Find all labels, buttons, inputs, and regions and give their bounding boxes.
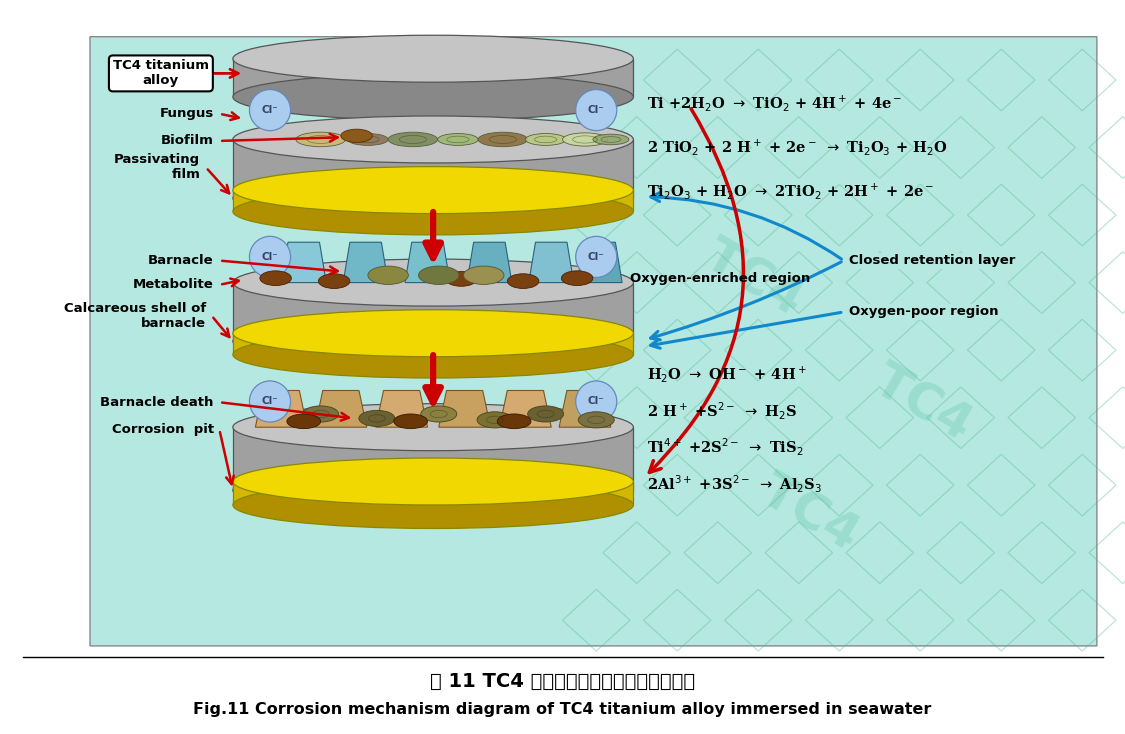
Ellipse shape xyxy=(233,482,633,528)
Ellipse shape xyxy=(233,167,633,214)
FancyArrowPatch shape xyxy=(649,109,744,473)
Polygon shape xyxy=(467,242,512,283)
Text: 2Al$^{3+}$ +3S$^{2-}$ $\rightarrow$ Al$_2$S$_3$: 2Al$^{3+}$ +3S$^{2-}$ $\rightarrow$ Al$_… xyxy=(647,473,822,495)
Text: Barnacle: Barnacle xyxy=(148,254,214,267)
Polygon shape xyxy=(233,59,633,97)
Text: TC4 titanium
alloy: TC4 titanium alloy xyxy=(112,59,209,87)
Ellipse shape xyxy=(418,266,459,285)
Text: H$_2$O $\rightarrow$ OH$^-$ + 4H$^+$: H$_2$O $\rightarrow$ OH$^-$ + 4H$^+$ xyxy=(647,364,807,385)
Ellipse shape xyxy=(562,133,608,146)
Ellipse shape xyxy=(233,331,633,378)
Text: Ti$_2$O$_3$ + H$_2$O $\rightarrow$ 2TiO$_2$ + 2H$^+$ + 2e$^-$: Ti$_2$O$_3$ + H$_2$O $\rightarrow$ 2TiO$… xyxy=(647,181,934,201)
Ellipse shape xyxy=(233,259,633,306)
Polygon shape xyxy=(577,242,622,283)
Ellipse shape xyxy=(446,272,477,286)
Text: Calcareous shell of
barnacle: Calcareous shell of barnacle xyxy=(64,302,206,330)
Polygon shape xyxy=(500,390,551,427)
Text: Cl⁻: Cl⁻ xyxy=(262,105,278,115)
Ellipse shape xyxy=(578,412,614,428)
Text: 2 H$^+$ +S$^{2-}$ $\rightarrow$ H$_2$S: 2 H$^+$ +S$^{2-}$ $\rightarrow$ H$_2$S xyxy=(647,400,798,422)
Ellipse shape xyxy=(388,132,438,147)
Ellipse shape xyxy=(576,90,616,131)
Polygon shape xyxy=(233,333,633,355)
Text: TC4: TC4 xyxy=(865,357,980,451)
Text: 图 11 TC4 馒合金在海水中浸泡腐蛀机理图: 图 11 TC4 馒合金在海水中浸泡腐蛀机理图 xyxy=(430,672,695,691)
Polygon shape xyxy=(233,283,633,341)
Text: Cl⁻: Cl⁻ xyxy=(262,396,278,407)
Ellipse shape xyxy=(233,73,633,120)
Text: TC4: TC4 xyxy=(753,467,867,561)
Text: Passivating
film: Passivating film xyxy=(114,153,200,181)
Ellipse shape xyxy=(233,188,633,235)
Ellipse shape xyxy=(464,266,504,285)
Ellipse shape xyxy=(233,35,633,82)
Text: Barnacle death: Barnacle death xyxy=(100,396,214,409)
Text: Cl⁻: Cl⁻ xyxy=(588,396,604,407)
Text: TC4: TC4 xyxy=(696,232,811,326)
Ellipse shape xyxy=(260,271,291,286)
Text: Corrosion  pit: Corrosion pit xyxy=(111,423,214,436)
Ellipse shape xyxy=(287,414,321,429)
Text: Cl⁻: Cl⁻ xyxy=(588,252,604,262)
Ellipse shape xyxy=(296,132,345,147)
Ellipse shape xyxy=(233,310,633,357)
Polygon shape xyxy=(315,390,367,427)
Polygon shape xyxy=(405,242,450,283)
Polygon shape xyxy=(233,190,633,211)
Ellipse shape xyxy=(438,134,478,145)
Text: Oxygen-enriched region: Oxygen-enriched region xyxy=(630,272,810,286)
Text: Oxygen-poor region: Oxygen-poor region xyxy=(849,305,999,319)
Ellipse shape xyxy=(359,410,395,426)
Polygon shape xyxy=(233,139,633,198)
Ellipse shape xyxy=(497,414,531,429)
Text: Ti$^{4+}$ +2S$^{2-}$ $\rightarrow$ TiS$_2$: Ti$^{4+}$ +2S$^{2-}$ $\rightarrow$ TiS$_… xyxy=(647,437,803,459)
Ellipse shape xyxy=(576,381,616,422)
Ellipse shape xyxy=(576,236,616,277)
Text: Biofilm: Biofilm xyxy=(161,134,214,148)
Ellipse shape xyxy=(250,381,290,422)
Text: Metabolite: Metabolite xyxy=(133,278,214,291)
Polygon shape xyxy=(233,427,633,490)
Ellipse shape xyxy=(421,406,457,422)
Text: Ti +2H$_2$O $\rightarrow$ TiO$_2$ + 4H$^+$ + 4e$^-$: Ti +2H$_2$O $\rightarrow$ TiO$_2$ + 4H$^… xyxy=(647,92,902,113)
Ellipse shape xyxy=(348,134,388,145)
Polygon shape xyxy=(376,390,428,427)
Ellipse shape xyxy=(368,266,408,285)
Polygon shape xyxy=(529,242,574,283)
Text: Fungus: Fungus xyxy=(160,107,214,120)
Ellipse shape xyxy=(233,404,633,451)
Ellipse shape xyxy=(477,412,513,428)
Ellipse shape xyxy=(525,134,566,145)
Polygon shape xyxy=(281,242,326,283)
Polygon shape xyxy=(255,390,307,427)
Ellipse shape xyxy=(478,132,528,147)
Polygon shape xyxy=(439,390,490,427)
Ellipse shape xyxy=(341,129,372,142)
Polygon shape xyxy=(233,482,633,505)
Polygon shape xyxy=(559,390,611,427)
FancyBboxPatch shape xyxy=(90,37,1097,646)
Ellipse shape xyxy=(233,467,633,514)
Polygon shape xyxy=(343,242,388,283)
Ellipse shape xyxy=(507,274,539,288)
Text: Closed retention layer: Closed retention layer xyxy=(849,254,1016,267)
Text: Cl⁻: Cl⁻ xyxy=(262,252,278,262)
Text: Cl⁻: Cl⁻ xyxy=(588,105,604,115)
Ellipse shape xyxy=(233,458,633,505)
Ellipse shape xyxy=(394,414,428,429)
Ellipse shape xyxy=(303,406,339,422)
Ellipse shape xyxy=(593,134,629,145)
Ellipse shape xyxy=(233,175,633,222)
Text: Fig.11 Corrosion mechanism diagram of TC4 titanium alloy immersed in seawater: Fig.11 Corrosion mechanism diagram of TC… xyxy=(193,702,931,717)
Ellipse shape xyxy=(528,406,564,422)
Text: 2 TiO$_2$ + 2 H$^+$ + 2e$^-$ $\rightarrow$ Ti$_2$O$_3$ + H$_2$O: 2 TiO$_2$ + 2 H$^+$ + 2e$^-$ $\rightarro… xyxy=(647,137,947,157)
Ellipse shape xyxy=(561,271,593,286)
Ellipse shape xyxy=(250,90,290,131)
Ellipse shape xyxy=(318,274,350,288)
Ellipse shape xyxy=(233,318,633,365)
Ellipse shape xyxy=(250,236,290,277)
Ellipse shape xyxy=(233,116,633,163)
